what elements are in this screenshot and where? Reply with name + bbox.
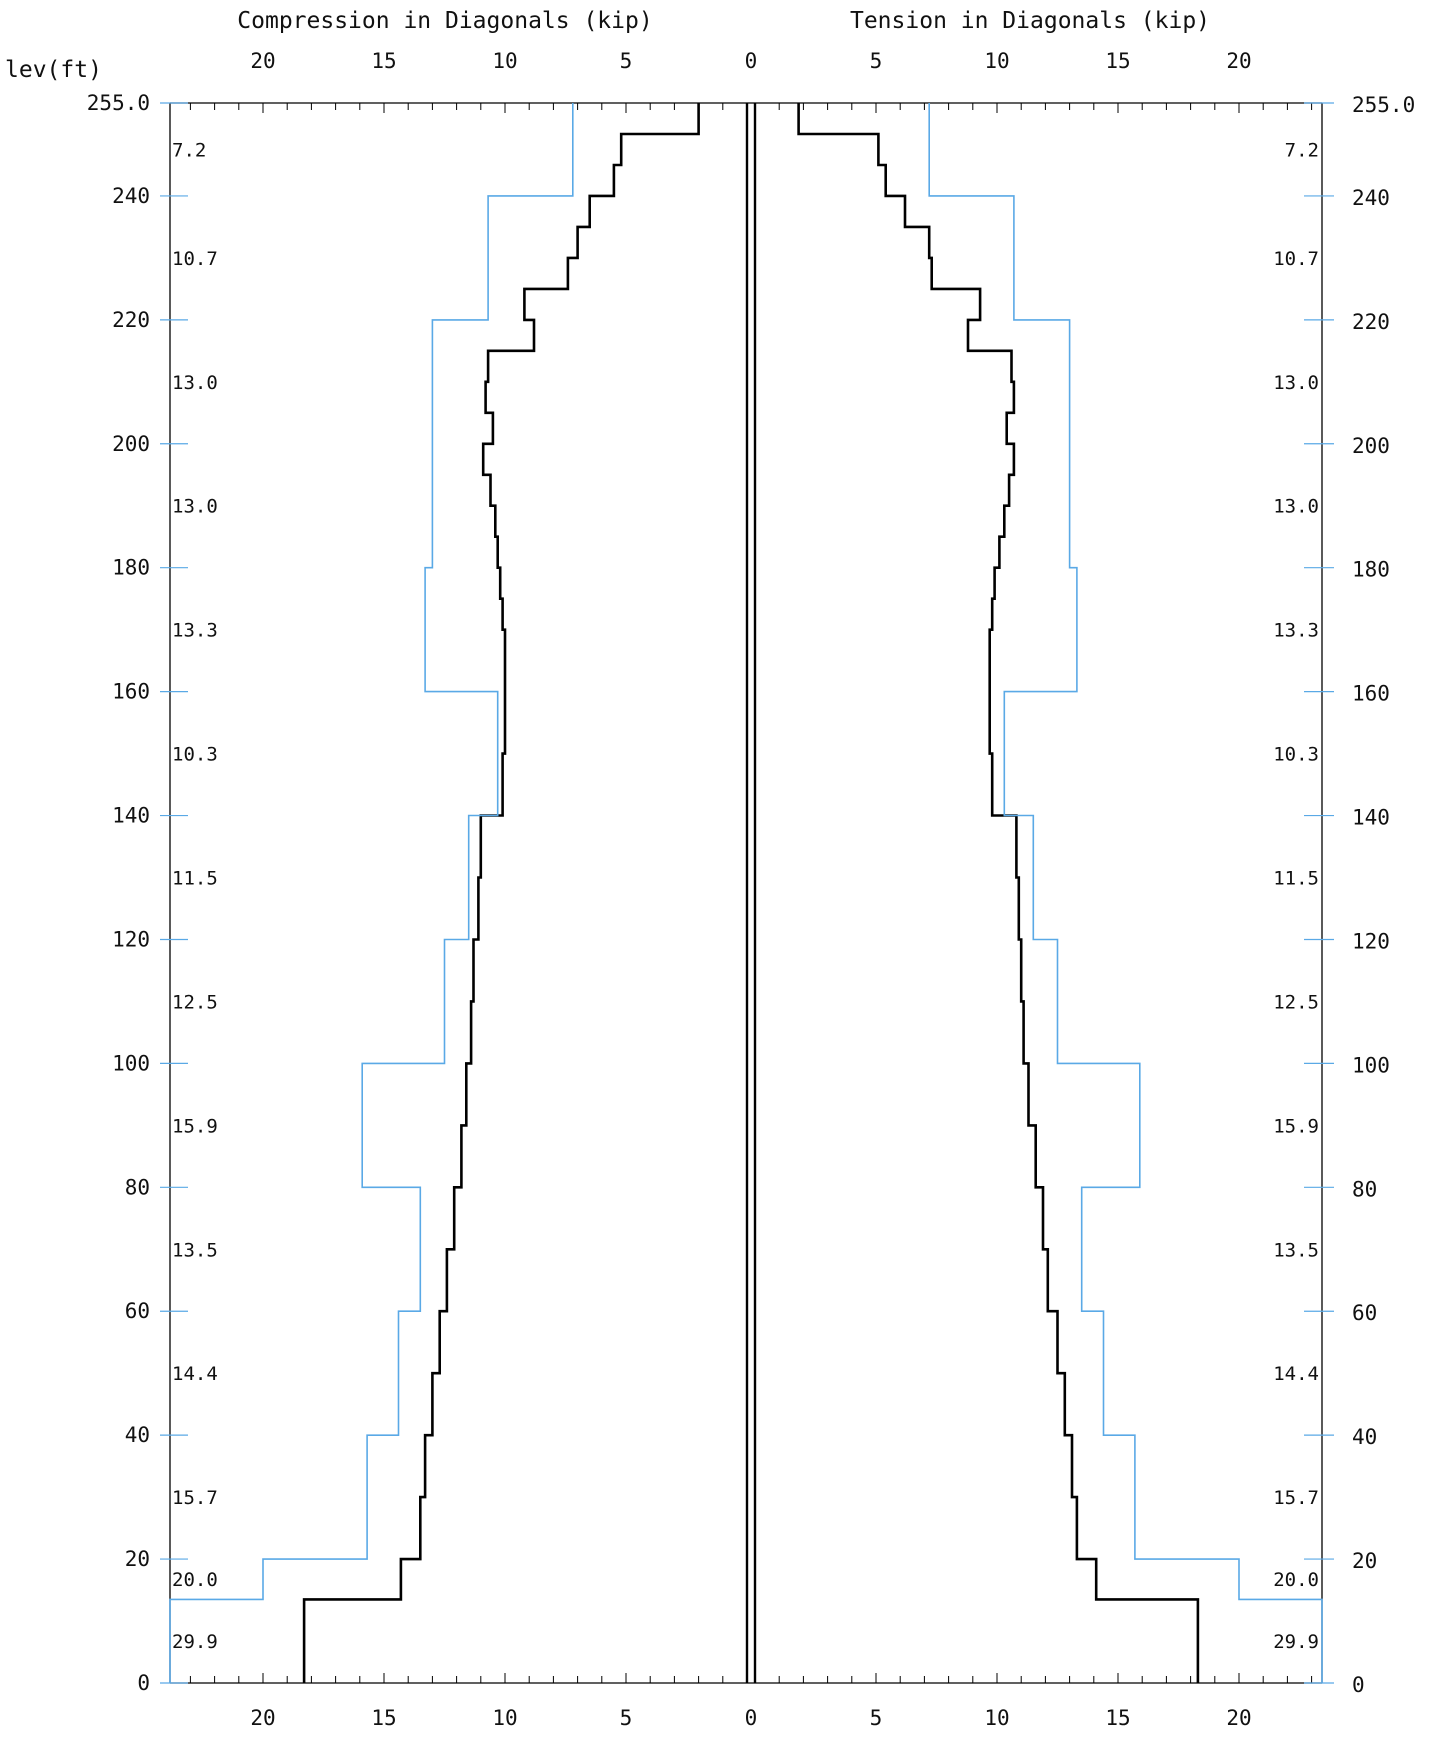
x-tick-label-compression-top: 10	[492, 49, 517, 73]
panel-capacity-label-left: 15.7	[172, 1487, 218, 1509]
y-tick-label-right: 20	[1352, 1549, 1377, 1573]
y-tick-label-right: 180	[1352, 558, 1390, 582]
y-tick-label-left: 60	[125, 1299, 150, 1323]
panel-labels: 7.2 7.2 10.7 10.7 13.0 13.0 13.0 13.0 13.3 13.3 10…	[172, 139, 1319, 1653]
x-tick-label-tension-bottom: 10	[984, 1706, 1009, 1730]
x-tick-label-tension-top: 5	[870, 49, 883, 73]
panel-capacity-label-left: 12.5	[172, 991, 218, 1013]
panel-capacity-label-left: 13.5	[172, 1239, 218, 1261]
y-tick-label-right: 255.0	[1352, 93, 1415, 117]
x-tick-label-tension-top: 10	[984, 49, 1009, 73]
panel-capacity-label-right: 15.7	[1273, 1487, 1319, 1509]
panel-capacity-label-right: 7.2	[1285, 139, 1319, 161]
panel-capacity-label-right: 12.5	[1273, 991, 1319, 1013]
y-tick-label-right: 60	[1352, 1301, 1377, 1325]
x-tick-label-compression-bottom: 15	[371, 1706, 396, 1730]
panel-capacity-label-right: 13.5	[1273, 1239, 1319, 1261]
series-lines	[169, 103, 1323, 1683]
panel-capacity-label-left: 10.3	[172, 744, 218, 766]
y-tick-label-right: 140	[1352, 806, 1390, 830]
panel-capacity-label-left: 13.0	[172, 496, 218, 518]
y-tick-label-right: 0	[1352, 1673, 1365, 1697]
y-tick-label-right: 40	[1352, 1425, 1377, 1449]
y-tick-label-left: 240	[112, 184, 150, 208]
panel-capacity-label-right: 13.0	[1273, 496, 1319, 518]
left-axis-title: Compression in Diagonals (kip)	[237, 8, 652, 34]
x-tick-label-zero-top: 0	[745, 49, 758, 73]
panel-capacity-label-left: 13.0	[172, 372, 218, 394]
panel-capacity-label-right: 10.3	[1273, 744, 1319, 766]
y-tick-label-left: 255.0	[87, 91, 150, 115]
panel-capacity-label-right: 11.5	[1273, 868, 1319, 890]
x-tick-label-compression-bottom: 10	[492, 1706, 517, 1730]
x-tick-label-tension-bottom: 15	[1105, 1706, 1130, 1730]
panel-capacity-label-right: 20.0	[1273, 1569, 1319, 1591]
y-tick-label-left: 80	[125, 1175, 150, 1199]
y-tick-label-right: 80	[1352, 1177, 1377, 1201]
y-tick-label-left: 20	[125, 1547, 150, 1571]
x-tick-label-compression-bottom: 5	[620, 1706, 633, 1730]
x-tick-label-compression-top: 20	[250, 49, 275, 73]
panel-capacity-label-left: 10.7	[172, 248, 218, 270]
y-tick-label-right: 200	[1352, 434, 1390, 458]
y-tick-label-right: 100	[1352, 1053, 1390, 1077]
y-tick-label-left: 120	[112, 927, 150, 951]
force-line-tension	[797, 103, 1200, 1683]
panel-capacity-label-left: 20.0	[172, 1569, 218, 1591]
y-tick-label-right: 120	[1352, 929, 1390, 953]
force-line-compression	[302, 103, 700, 1683]
x-tick-label-compression-top: 15	[371, 49, 396, 73]
y-tick-label-left: 140	[112, 804, 150, 828]
x-tick-label-tension-top: 15	[1105, 49, 1130, 73]
panel-capacity-label-right: 13.3	[1273, 620, 1319, 642]
x-tick-label-tension-bottom: 20	[1226, 1706, 1251, 1730]
y-tick-label-left: 40	[125, 1423, 150, 1447]
x-tick-label-zero-bottom: 0	[745, 1706, 758, 1730]
x-tick-label-compression-top: 5	[620, 49, 633, 73]
y-tick-label-right: 220	[1352, 310, 1390, 334]
panel-capacity-label-right: 14.4	[1273, 1363, 1319, 1385]
panel-capacity-label-left: 7.2	[172, 139, 206, 161]
panel-capacity-label-right: 13.0	[1273, 372, 1319, 394]
y-tick-label-left: 200	[112, 432, 150, 456]
y-tick-label-left: 220	[112, 308, 150, 332]
y-tick-label-right: 160	[1352, 682, 1390, 706]
panel-capacity-label-right: 29.9	[1273, 1631, 1319, 1653]
capacity-line-tension	[928, 103, 1323, 1683]
panel-capacity-label-left: 13.3	[172, 620, 218, 642]
y-tick-label-left: 100	[112, 1051, 150, 1075]
panel-capacity-label-left: 15.9	[172, 1115, 218, 1137]
panel-capacity-label-left: 14.4	[172, 1363, 218, 1385]
x-tick-label-tension-top: 20	[1226, 49, 1251, 73]
elevation-axis-label: lev(ft)	[5, 57, 102, 83]
panel-capacity-label-right: 15.9	[1273, 1115, 1319, 1137]
panel-capacity-label-left: 29.9	[172, 1631, 218, 1653]
x-tick-label-compression-bottom: 20	[250, 1706, 275, 1730]
capacity-line-compression	[169, 103, 574, 1683]
panel-capacity-label-right: 10.7	[1273, 248, 1319, 270]
y-tick-label-left: 180	[112, 556, 150, 580]
y-tick-label-left: 160	[112, 680, 150, 704]
right-axis-title: Tension in Diagonals (kip)	[850, 8, 1210, 34]
x-tick-label-tension-bottom: 5	[870, 1706, 883, 1730]
panel-capacity-label-left: 11.5	[172, 868, 218, 890]
y-tick-label-right: 240	[1352, 186, 1390, 210]
y-tick-label-left: 0	[137, 1671, 150, 1695]
